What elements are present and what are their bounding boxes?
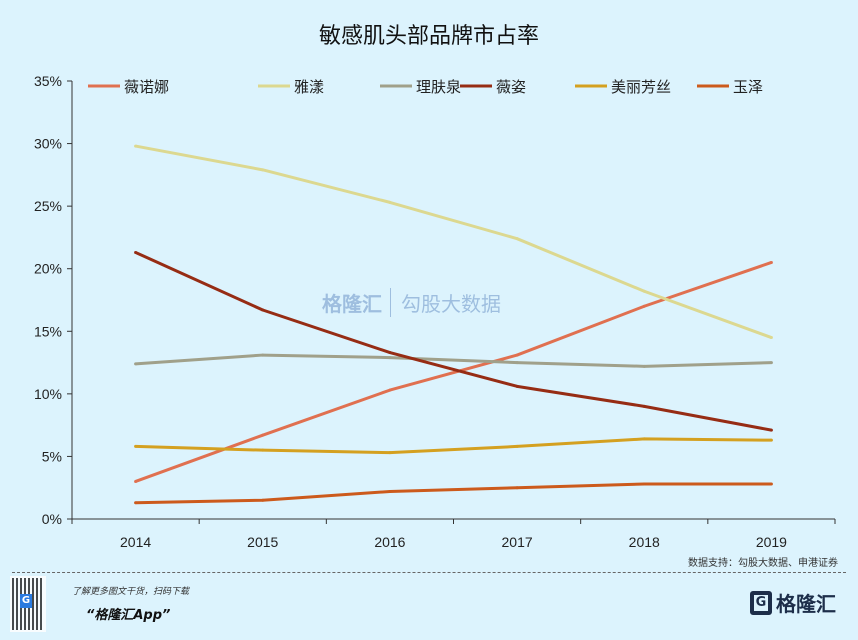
y-tick-label: 0% (42, 511, 62, 527)
data-point (769, 336, 773, 340)
y-tick-label: 15% (34, 323, 62, 339)
data-point (134, 501, 138, 505)
data-point (388, 356, 392, 360)
x-tick-label: 2019 (756, 534, 787, 550)
data-point (134, 479, 138, 483)
chart-title: 敏感肌头部品牌市占率 (318, 24, 539, 49)
data-point (134, 444, 138, 448)
promo-text: 了解更多图文干货，扫码下载 (72, 587, 190, 597)
data-point (261, 498, 265, 502)
x-tick-label: 2016 (374, 534, 405, 550)
data-point (388, 451, 392, 455)
x-tick-label: 2018 (629, 534, 660, 550)
source-note: 数据支持：勾股大数据、申港证券 (688, 558, 838, 569)
data-point (261, 168, 265, 172)
data-point (642, 289, 646, 293)
logo-text: 格隆汇 (776, 592, 836, 616)
data-point (642, 364, 646, 368)
data-point (515, 384, 519, 388)
data-point (642, 437, 646, 441)
legend-label: 美丽芳丝 (611, 78, 671, 96)
brand-logo: G 格隆汇 (750, 588, 836, 617)
data-point (134, 144, 138, 148)
series-line-3 (134, 251, 772, 432)
watermark: 格隆汇 勾股大数据 (322, 288, 501, 317)
data-point (261, 448, 265, 452)
y-tick-label: 5% (42, 448, 62, 464)
legend-label: 雅漾 (294, 78, 324, 96)
x-tick-label: 2014 (120, 534, 151, 550)
series-line-2 (135, 353, 772, 368)
data-point (642, 304, 646, 308)
legend-label: 理肤泉 (416, 78, 461, 96)
line-chart: 0% 5% 10% 15% 20% 25% 30% 35% 2014 2015 2016 2017 20… (34, 73, 836, 550)
legend-label: 薇姿 (496, 78, 526, 96)
y-tick-label: 25% (34, 198, 62, 214)
data-point (388, 200, 392, 204)
data-point (388, 388, 392, 392)
data-point (642, 482, 646, 486)
y-tick-label: 20% (34, 261, 62, 277)
data-point (769, 438, 773, 442)
data-point (769, 260, 773, 264)
data-point (515, 486, 519, 490)
data-point (769, 428, 773, 432)
y-tick-label: 10% (34, 386, 62, 402)
data-point (388, 351, 392, 355)
data-point (642, 404, 646, 408)
data-point (515, 361, 519, 365)
series-line-5 (135, 482, 772, 505)
x-tick-label: 2015 (247, 534, 278, 550)
data-point (515, 353, 519, 357)
qr-logo-icon: G (20, 594, 32, 608)
footer-divider (12, 572, 846, 573)
data-point (261, 353, 265, 357)
data-point (261, 308, 265, 312)
data-point (134, 250, 138, 254)
legend-label: 薇诺娜 (124, 78, 169, 96)
y-tick-label: 35% (34, 73, 62, 89)
watermark-brand: 格隆汇 (322, 292, 382, 316)
data-point (515, 237, 519, 241)
data-point (134, 362, 138, 366)
data-point (261, 433, 265, 437)
data-point (388, 489, 392, 493)
logo-g-icon: G (750, 590, 772, 615)
legend-label: 玉泽 (733, 78, 763, 96)
series-line-1 (135, 144, 772, 339)
app-name: “格隆汇App” (86, 608, 171, 623)
y-tick-label: 30% (34, 136, 62, 152)
data-point (769, 361, 773, 365)
watermark-partner: 勾股大数据 (390, 288, 501, 317)
x-tick-label: 2017 (502, 534, 533, 550)
data-point (769, 482, 773, 486)
data-point (515, 444, 519, 448)
series-line-4 (135, 437, 772, 455)
